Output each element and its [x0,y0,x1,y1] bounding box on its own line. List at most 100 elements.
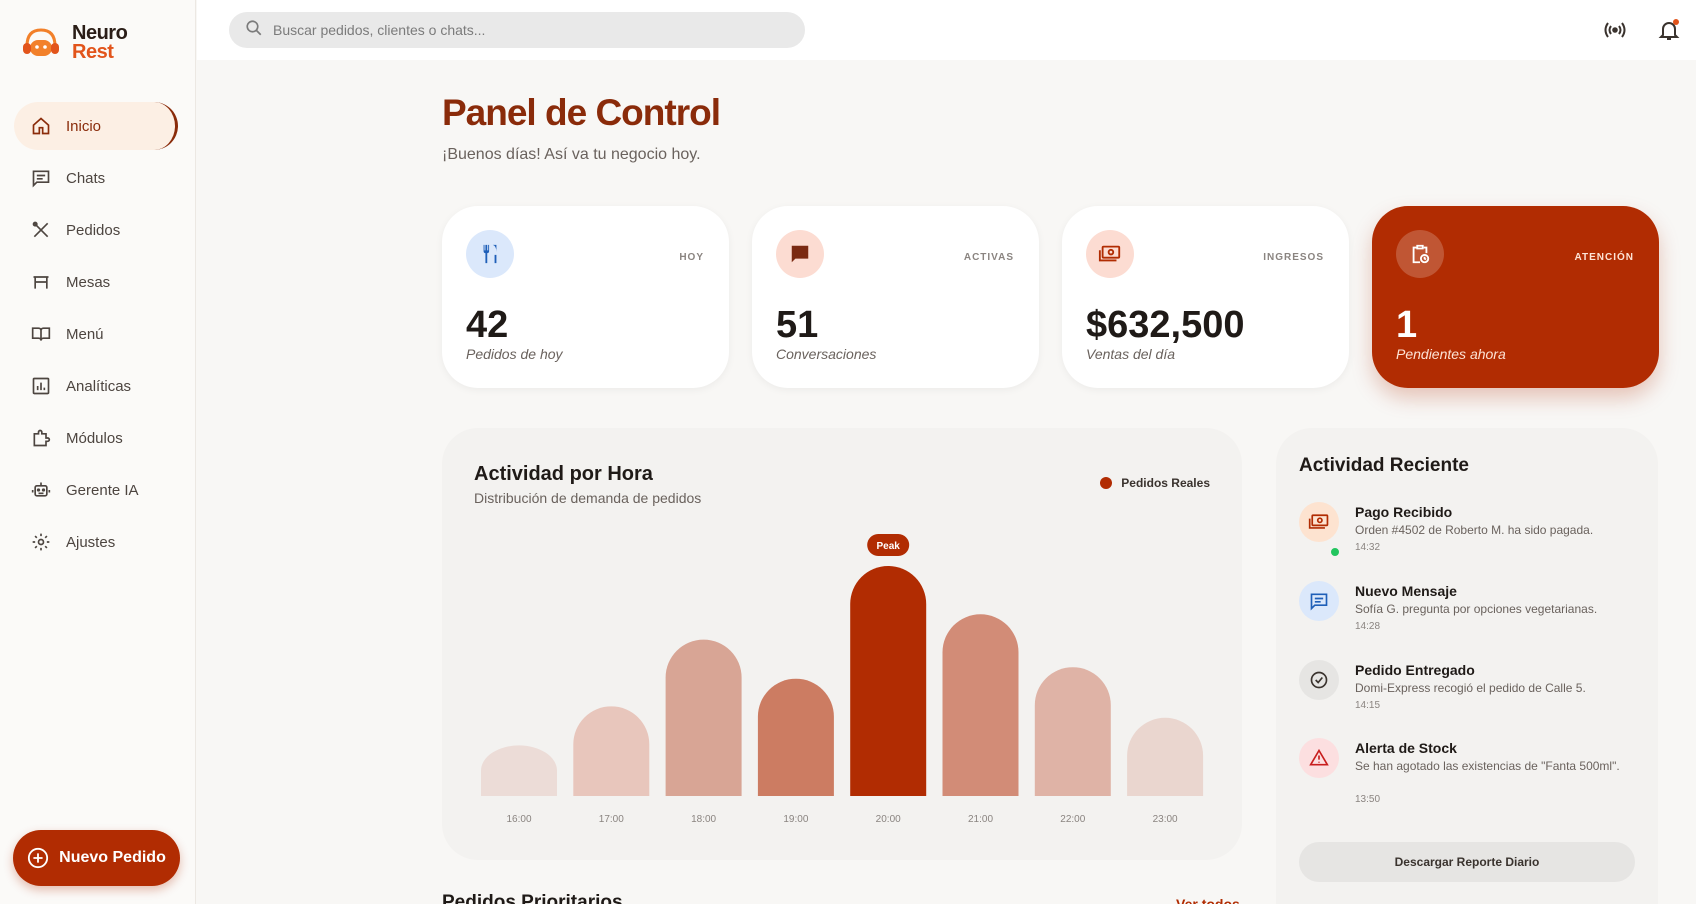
book-icon [30,323,52,345]
utensils-icon [466,230,514,278]
robot-icon [30,479,52,501]
recent-activity-panel: Actividad Reciente Pago Recibido Orden #… [1276,428,1658,904]
stat-value: 51 [776,304,819,346]
stat-value: 42 [466,304,509,346]
sidebar-item-pedidos[interactable]: Pedidos [14,206,178,254]
activity-description: Sofía G. pregunta por opciones vegetaria… [1355,602,1598,616]
x-tick-label: 18:00 [691,814,716,825]
check-circle-icon [1299,660,1339,700]
download-report-button[interactable]: Descargar Reporte Diario [1299,842,1635,882]
hourly-activity-chart: 16:00 17:00 18:00 19:00 20:00 Peak 21:00 22:00 2… [481,534,1204,825]
legend-swatch [1100,477,1113,489]
activity-title: Pedido Entregado [1355,662,1475,678]
sidebar-item-chats[interactable]: Chats [14,154,178,202]
stat-label: Pedidos de hoy [466,346,563,362]
stat-value: $632,500 [1086,304,1245,346]
plus-circle-icon [27,847,49,869]
online-status-dot [1329,546,1341,558]
new-order-button[interactable]: Nuevo Pedido [13,830,180,886]
chart-bar-2200[interactable] [1034,667,1111,796]
x-tick-label: 21:00 [968,814,993,825]
chart-bar-1900[interactable] [757,678,834,796]
activity-time: 13:50 [1355,794,1381,805]
page-subtitle: ¡Buenos días! Así va tu negocio hoy. [442,146,701,163]
x-tick-label: 19:00 [783,814,808,825]
stat-card-pending[interactable]: ATENCIÓN 1 Pendientes ahora [1372,206,1659,388]
sidebar: Neuro Rest Inicio Chats Pedidos Mesas Me… [0,0,196,904]
activity-description: Domi-Express recogió el pedido de Calle … [1355,681,1586,695]
priority-orders-title: Pedidos Prioritarios [442,892,623,904]
sidebar-item-label: Gerente IA [66,481,139,499]
see-all-link[interactable]: Ver todos [1176,896,1240,904]
message-icon [776,230,824,278]
sidebar-item-label: Analíticas [66,377,132,395]
stat-label: Pendientes ahora [1396,346,1506,362]
broadcast-icon[interactable] [1601,16,1629,44]
bell-icon[interactable] [1655,16,1683,44]
sidebar-item-mesas[interactable]: Mesas [14,258,178,306]
sidebar-item-label: Módulos [66,429,123,447]
sidebar-item-menu[interactable]: Menú [14,310,178,358]
chart-bar-2300[interactable] [1127,717,1204,796]
sidebar-item-label: Menú [66,325,104,343]
topbar [197,0,1696,60]
sidebar-nav: Inicio Chats Pedidos Mesas Menú Analític… [14,102,178,570]
headset-logo-icon [22,26,60,60]
chart-subtitle: Distribución de demanda de pedidos [474,490,702,506]
x-tick-label: 23:00 [1153,814,1178,825]
activity-time: 14:28 [1355,621,1381,632]
clipboard-clock-icon [1396,230,1444,278]
chart-bar-2100[interactable] [942,614,1019,796]
sidebar-item-modulos[interactable]: Módulos [14,414,178,462]
hourly-activity-chart-card: 16:00 17:00 18:00 19:00 20:00 Peak 21:00 22:00 2… [442,428,1242,860]
activity-description: Se han agotado las existencias de "Fanta… [1355,759,1620,773]
search-input[interactable] [273,22,793,38]
chart-bar-1800[interactable] [665,639,742,796]
chart-bar-2000[interactable] [850,566,927,796]
activity-title: Nuevo Mensaje [1355,583,1457,599]
sidebar-item-inicio[interactable]: Inicio [14,102,178,150]
chart-title: Actividad por Hora [474,463,653,485]
stat-card-revenue[interactable]: INGRESOS $632,500 Ventas del día [1062,206,1349,388]
table-icon [30,271,52,293]
x-tick-label: 17:00 [599,814,624,825]
stat-value: 1 [1396,304,1418,346]
brand-logo[interactable]: Neuro Rest [22,22,128,62]
puzzle-icon [30,427,52,449]
peak-badge: Peak [867,534,910,556]
sidebar-item-label: Ajustes [66,533,116,551]
peak-label: Peak [877,541,901,552]
message-icon [1299,581,1339,621]
activity-title: Pago Recibido [1355,504,1453,520]
sidebar-item-gerente-ia[interactable]: Gerente IA [14,466,178,514]
search-icon [245,19,263,42]
x-tick-label: 20:00 [876,814,901,825]
stat-card-conversations[interactable]: ACTIVAS 51 Conversaciones [752,206,1039,388]
sidebar-item-label: Chats [66,169,106,187]
page-title: Panel de Control [442,92,721,133]
sidebar-item-label: Inicio [66,117,102,135]
activity-time: 14:32 [1355,542,1381,553]
activity-title: Alerta de Stock [1355,740,1457,756]
money-icon [1086,230,1134,278]
sidebar-item-analiticas[interactable]: Analíticas [14,362,178,410]
chart-bar-1700[interactable] [573,706,650,796]
sidebar-item-ajustes[interactable]: Ajustes [14,518,178,566]
sidebar-item-label: Mesas [66,273,111,291]
warning-icon [1299,738,1339,778]
stat-tag: HOY [679,252,704,263]
stat-card-orders[interactable]: HOY 42 Pedidos de hoy [442,206,729,388]
home-icon [30,115,52,137]
brand-name-line1: Neuro [72,22,128,44]
x-tick-label: 22:00 [1060,814,1085,825]
money-icon [1299,502,1339,542]
new-order-label: Nuevo Pedido [59,849,166,866]
chart-legend: Pedidos Reales [1100,476,1210,490]
x-tick-label: 16:00 [506,814,531,825]
legend-label: Pedidos Reales [1121,476,1210,490]
sidebar-item-label: Pedidos [66,221,121,239]
chart-bar-1600[interactable] [481,745,557,796]
gear-icon [30,531,52,553]
stat-label: Conversaciones [776,346,877,362]
utensils-icon [30,219,52,241]
